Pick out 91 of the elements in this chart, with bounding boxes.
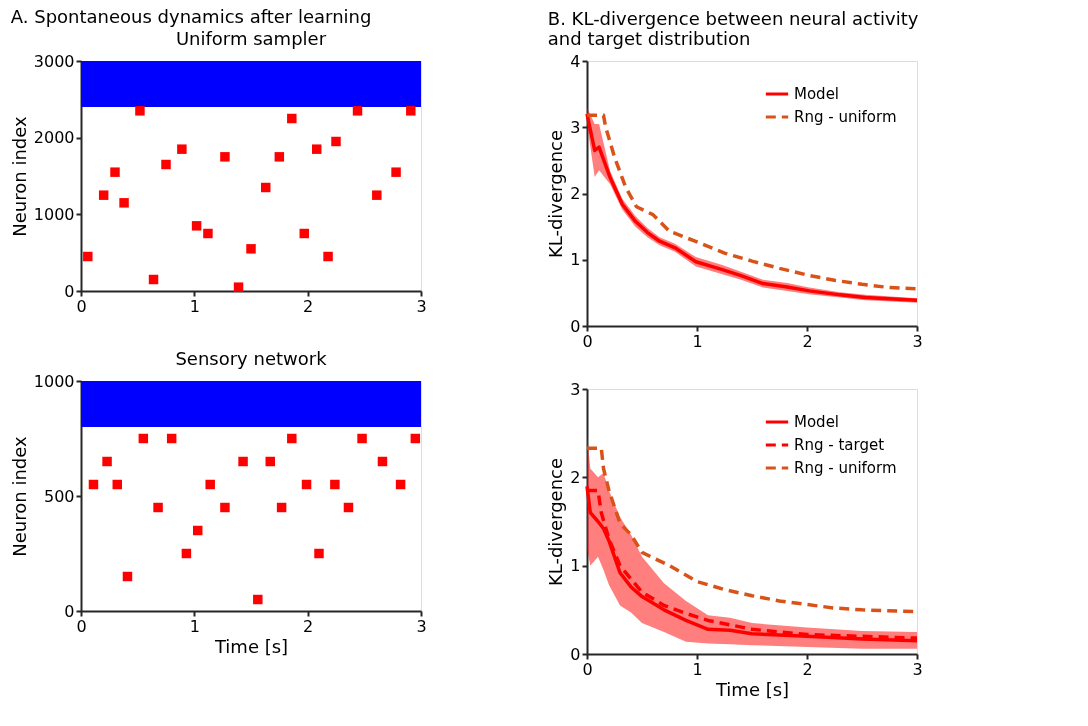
x-axis-title: Time [s] [714, 678, 790, 700]
point [233, 282, 244, 292]
point [395, 479, 406, 490]
chart-title: B. KL-divergence between neural activity and target distribution [547, 8, 919, 49]
legend-label: Rng - uniform [794, 108, 897, 126]
y-tick-label: 3 [570, 117, 581, 137]
point [377, 456, 388, 467]
point [330, 479, 340, 490]
x-tick-label: 2 [802, 659, 813, 679]
point [102, 456, 112, 467]
point [391, 167, 401, 177]
point [301, 479, 312, 490]
x-tick-label: 1 [189, 616, 200, 636]
point [276, 502, 287, 513]
point [260, 182, 271, 193]
y-tick-label: 2 [570, 184, 581, 203]
point [177, 144, 187, 154]
chart-title: Uniform sampler [175, 28, 327, 49]
point [166, 433, 177, 444]
y-axis-title: KL-divergence [545, 129, 567, 259]
point [135, 106, 145, 116]
x-tick-label: 2 [802, 331, 813, 351]
legend-label: Model [794, 413, 840, 431]
x-tick-label: 2 [303, 296, 314, 316]
point [83, 251, 93, 262]
point [246, 244, 256, 254]
point [138, 433, 149, 444]
y-tick-label: 1000 [33, 371, 75, 391]
point [110, 167, 120, 177]
point [238, 456, 248, 467]
point [148, 274, 159, 285]
point [122, 571, 133, 582]
point [191, 221, 202, 231]
y-tick-label: 4 [570, 51, 581, 71]
point [331, 136, 341, 147]
x-tick-label: 1 [692, 331, 703, 351]
point [406, 106, 416, 116]
x-tick-label: 3 [912, 331, 923, 351]
x-tick-label: 1 [189, 296, 200, 316]
y-tick-label: 2000 [33, 128, 75, 148]
y-tick-label: 3000 [33, 51, 75, 71]
x-tick-label: 3 [912, 659, 923, 679]
point [372, 190, 382, 200]
y-tick-label: 3 [570, 379, 581, 399]
y-tick-label: 1000 [33, 204, 75, 224]
point [287, 433, 297, 444]
chart-title: Sensory network [175, 348, 328, 369]
point [192, 525, 203, 536]
point [161, 159, 171, 170]
point [119, 198, 129, 208]
x-tick-label: 3 [416, 296, 427, 316]
point [153, 502, 163, 513]
point [323, 251, 333, 262]
point [181, 548, 192, 559]
x-axis-title: Time [s] [213, 635, 289, 657]
point [220, 152, 230, 162]
y-tick-label: 2 [570, 467, 581, 487]
point [253, 594, 263, 605]
y-tick-label: 500 [43, 486, 75, 506]
text: A. Spontaneous dynamics after learning [10, 5, 372, 27]
y-axis-title: KL-divergence [545, 457, 567, 587]
point [265, 456, 276, 467]
point [274, 152, 285, 162]
point [203, 228, 213, 239]
point [205, 479, 215, 490]
y-tick-label: 1 [570, 556, 581, 576]
y-tick-label: 0 [570, 316, 581, 336]
y-tick-label: 0 [64, 601, 75, 621]
point [287, 113, 297, 124]
y-axis-title: Neuron index [8, 115, 30, 237]
point [220, 502, 230, 513]
y-tick-label: 0 [64, 281, 75, 301]
legend-label: Model [794, 85, 840, 103]
point [88, 479, 99, 490]
point [314, 548, 324, 559]
point [98, 190, 109, 200]
legend-label: Rng - uniform [794, 459, 897, 477]
legend-label: Rng - target [794, 436, 885, 454]
point [410, 433, 421, 444]
y-axis-title: Neuron index [8, 435, 30, 557]
point [299, 228, 310, 239]
x-tick-label: 1 [692, 659, 703, 679]
y-tick-label: 0 [570, 644, 581, 664]
point [112, 479, 123, 490]
point [343, 502, 354, 513]
y-tick-label: 1 [570, 250, 581, 270]
point [352, 106, 363, 116]
x-tick-label: 3 [416, 616, 427, 636]
point [357, 433, 367, 444]
x-tick-label: 2 [303, 616, 314, 636]
point [311, 144, 322, 154]
